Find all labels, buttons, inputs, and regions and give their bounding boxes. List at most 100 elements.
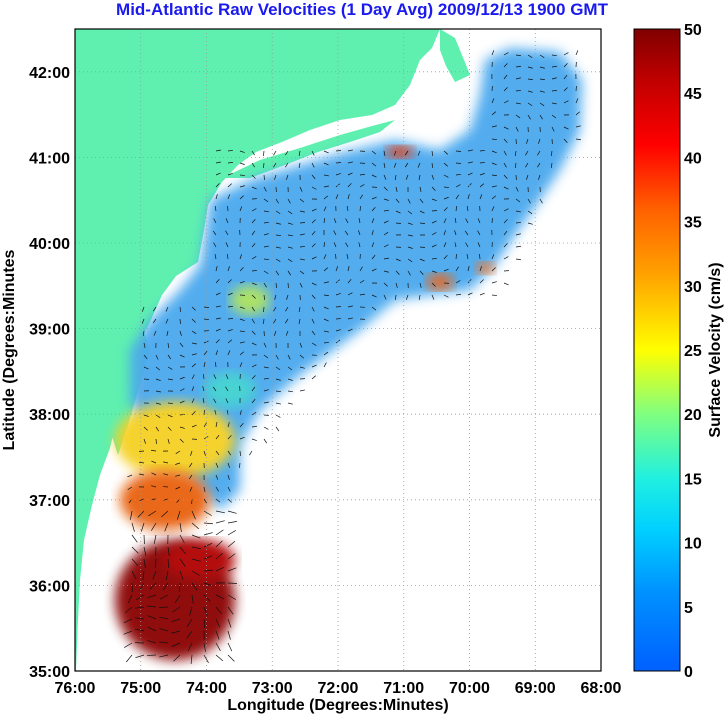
velocity-arrow: [239, 306, 245, 309]
velocity-arrow: [393, 150, 397, 156]
velocity-arrow: [275, 210, 281, 215]
velocity-arrow: [225, 374, 229, 380]
velocity-arrow: [202, 398, 205, 404]
velocity-arrow: [383, 244, 389, 248]
velocity-arrow: [215, 278, 220, 284]
velocity-arrow: [311, 256, 317, 260]
velocity-arrow: [359, 173, 365, 176]
velocity-arrow: [431, 174, 435, 180]
velocity-arrow: [142, 330, 145, 336]
velocity-arrow: [323, 362, 327, 368]
velocity-arrow: [323, 150, 329, 154]
velocity-arrow: [153, 330, 157, 336]
velocity-arrow: [273, 330, 277, 336]
velocity-arrow: [263, 162, 265, 169]
velocity-arrow: [159, 594, 169, 600]
velocity-arrow: [227, 450, 232, 456]
velocity-arrow: [299, 233, 305, 236]
velocity-arrow: [418, 294, 421, 300]
velocity-arrow: [359, 279, 365, 284]
velocity-arrow: [575, 138, 581, 141]
velocity-arrow: [131, 558, 139, 566]
colorbar: [633, 28, 681, 672]
velocity-arrow: [514, 150, 517, 156]
velocity-arrow: [515, 198, 521, 203]
x-tick-label: 72:00: [318, 680, 359, 697]
velocity-arrow: [455, 162, 462, 164]
velocity-arrow: [479, 279, 484, 284]
velocity-arrow: [143, 354, 148, 360]
velocity-arrow: [323, 267, 328, 272]
velocity-arrow: [163, 473, 169, 476]
velocity-arrow: [263, 389, 269, 392]
velocity-arrow: [515, 114, 521, 119]
velocity-arrow: [161, 510, 169, 518]
velocity-arrow: [503, 282, 509, 286]
velocity-arrow: [227, 521, 237, 524]
velocity-arrow: [443, 242, 447, 248]
velocity-arrow: [239, 174, 246, 176]
velocity-arrow: [140, 522, 145, 532]
velocity-arrow: [227, 194, 231, 200]
velocity-arrow: [527, 114, 531, 120]
velocity-arrow: [167, 402, 174, 404]
velocity-arrow: [311, 282, 317, 286]
velocity-arrow: [171, 642, 181, 647]
velocity-arrow: [251, 398, 256, 404]
velocity-arrow: [467, 172, 473, 176]
velocity-arrow: [203, 555, 213, 560]
velocity-arrow: [191, 386, 195, 392]
velocity-arrow: [491, 206, 495, 212]
velocity-arrow: [239, 436, 245, 440]
velocity-arrow: [323, 294, 329, 297]
velocity-arrow: [227, 474, 230, 480]
velocity-arrow: [165, 318, 169, 324]
colorbar-tick-labels: 0 5 10 15 20 25 30 35 40 45 50: [684, 22, 702, 681]
velocity-arrow: [550, 162, 553, 168]
velocity-arrow: [371, 268, 377, 272]
velocity-arrow: [503, 87, 508, 92]
velocity-arrow: [503, 74, 508, 80]
velocity-arrow: [467, 161, 473, 164]
velocity-arrow: [503, 243, 508, 248]
velocity-arrow: [503, 52, 509, 56]
velocity-arrow: [215, 594, 225, 600]
velocity-arrow: [491, 111, 496, 116]
velocity-arrow: [131, 546, 139, 554]
velocity-arrow: [311, 318, 315, 324]
velocity-arrow: [515, 258, 521, 261]
velocity-arrow: [179, 522, 182, 532]
velocity-arrow: [443, 196, 449, 200]
velocity-arrow: [191, 318, 196, 323]
velocity-arrow: [215, 350, 218, 356]
velocity-arrow: [203, 654, 209, 663]
velocity-arrow: [203, 450, 206, 456]
velocity-arrow: [371, 230, 374, 236]
velocity-arrow: [159, 616, 169, 620]
velocity-arrow: [167, 426, 172, 431]
velocity-arrow: [527, 78, 533, 81]
velocity-arrow: [323, 195, 329, 200]
velocity-arrow: [298, 318, 301, 324]
velocity-arrow: [515, 77, 521, 80]
velocity-arrow: [239, 450, 241, 457]
velocity-arrow: [464, 230, 469, 236]
velocity-arrow: [479, 183, 484, 188]
velocity-arrow: [251, 386, 256, 392]
velocity-arrow: [179, 306, 181, 313]
velocity-arrow: [215, 606, 222, 615]
velocity-arrow: [215, 474, 219, 480]
velocity-arrow: [515, 126, 519, 132]
velocity-arrow: [503, 256, 509, 260]
velocity-arrow: [443, 255, 448, 260]
velocity-arrow: [467, 194, 470, 200]
velocity-arrow: [285, 330, 289, 336]
velocity-arrow: [419, 282, 422, 288]
x-tick-labels: 76:00 75:00 74:00 73:00 72:00 71:00 70:00 69:00…: [55, 680, 622, 697]
velocity-arrow: [227, 305, 233, 308]
velocity-arrow: [179, 558, 186, 567]
velocity-arrow: [203, 606, 208, 616]
velocity-arrow: [333, 230, 337, 236]
velocity-arrow: [227, 266, 230, 272]
velocity-arrow: [371, 254, 376, 260]
